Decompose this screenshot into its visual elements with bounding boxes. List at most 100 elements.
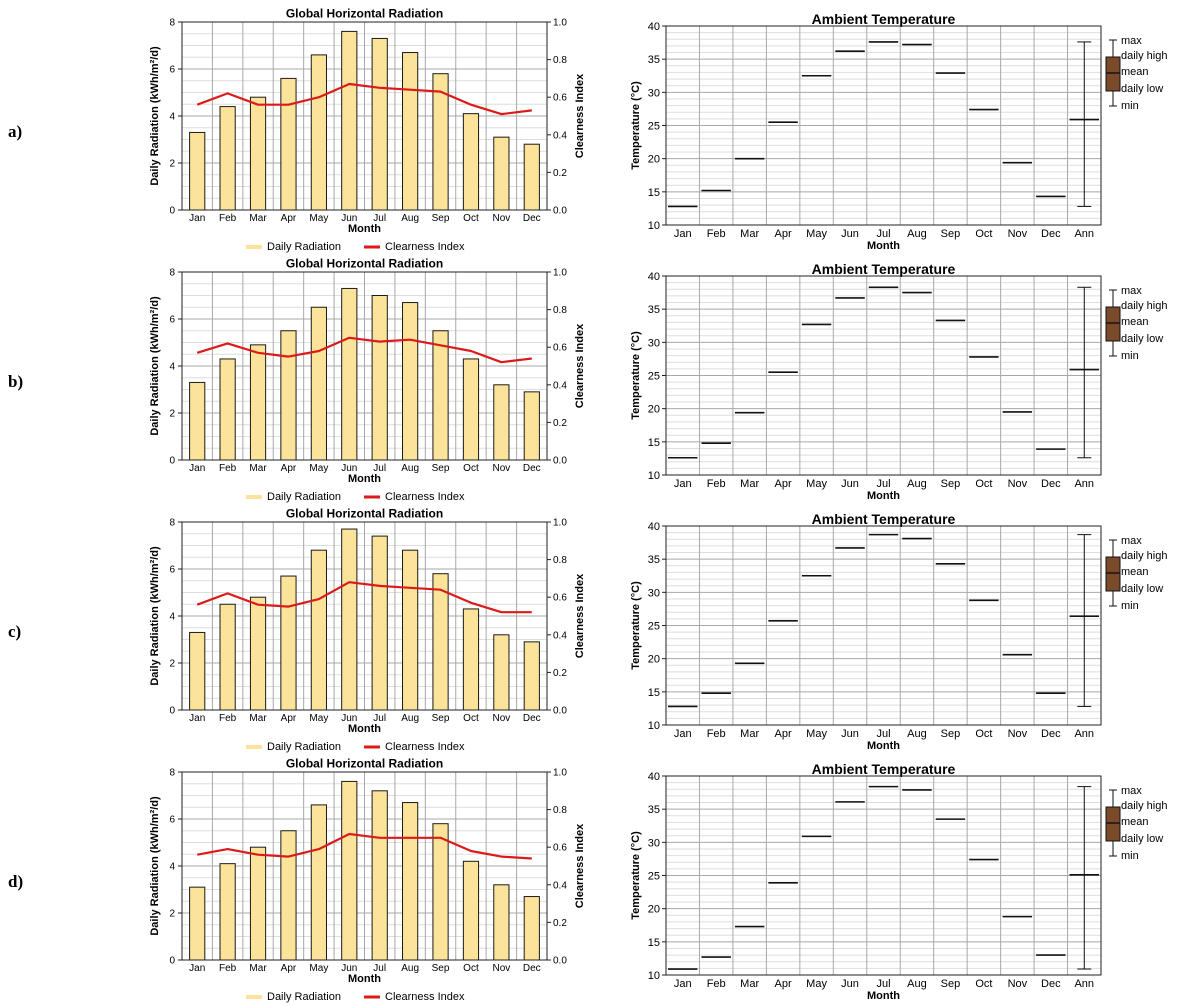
chart-title: Ambient Temperature xyxy=(812,261,956,277)
x-tick-label-dec: Dec xyxy=(1041,978,1061,990)
y-tick-label: 40 xyxy=(648,771,660,783)
box-legend-label: max xyxy=(1121,35,1142,47)
x-axis-label: Month xyxy=(348,973,381,985)
x-tick-label-aug: Aug xyxy=(401,963,419,974)
x-tick-label-apr: Apr xyxy=(281,713,297,724)
x-axis-label: Month xyxy=(348,223,381,235)
y-tick-label: 25 xyxy=(648,371,660,383)
x-tick-label-jan: Jan xyxy=(189,713,205,724)
radiation-bar-aug xyxy=(402,302,419,461)
x-tick-label-oct: Oct xyxy=(463,713,479,724)
y-tick-label: 35 xyxy=(648,304,660,316)
right-tick-label: 0.2 xyxy=(553,418,567,429)
x-tick-label-aug: Aug xyxy=(401,713,419,724)
radiation-bar-nov xyxy=(493,384,510,461)
y-tick-label: 20 xyxy=(648,404,660,416)
radiation-bar-jul xyxy=(371,37,388,211)
box-legend-label: daily high xyxy=(1121,550,1167,562)
box-legend-label: daily high xyxy=(1121,50,1167,62)
y-tick-label: 40 xyxy=(648,271,660,283)
x-tick-label-ann: Ann xyxy=(1074,978,1094,990)
right-tick-label: 0.2 xyxy=(553,668,567,679)
x-tick-label-mar: Mar xyxy=(249,963,267,974)
box-legend-label: daily high xyxy=(1121,800,1167,812)
x-tick-label-aug: Aug xyxy=(401,213,419,224)
y-axis-label: Temperature (°C) xyxy=(630,331,642,420)
right-tick-label: 0.0 xyxy=(553,456,567,467)
radiation-bar-jan xyxy=(189,381,206,461)
radiation-bar-dec xyxy=(523,391,540,461)
x-tick-label-nov: Nov xyxy=(1008,228,1028,240)
x-tick-label-jun: Jun xyxy=(341,963,357,974)
box-legend-label: mean xyxy=(1121,316,1149,328)
x-tick-label-jan: Jan xyxy=(189,463,205,474)
radiation-bar-sep xyxy=(432,573,449,711)
x-tick-label-apr: Apr xyxy=(281,213,297,224)
x-tick-label-oct: Oct xyxy=(975,228,992,240)
panel-label-a: a) xyxy=(8,122,22,141)
radiation-bar-jun xyxy=(341,287,358,461)
panel-label-c: c) xyxy=(8,622,21,641)
x-axis-label: Month xyxy=(867,490,900,502)
radiation-chart-3: Global Horizontal Radiation 0 2 4 6 8 0.0 0.2 0.… xyxy=(149,507,586,754)
legend-label-clearness: Clearness Index xyxy=(385,241,465,253)
radiation-bar-feb xyxy=(219,106,236,211)
chart-title: Ambient Temperature xyxy=(812,761,956,777)
right-tick-label: 1.0 xyxy=(553,268,567,279)
left-tick-label: 6 xyxy=(169,815,175,826)
radiation-bar-dec xyxy=(523,896,540,961)
left-tick-label: 8 xyxy=(169,268,175,279)
y-axis-label: Daily Radiation (kWh/m²/d) xyxy=(149,546,161,686)
x-tick-label-may: May xyxy=(309,963,328,974)
x-tick-label-jul: Jul xyxy=(876,978,890,990)
x-tick-label-apr: Apr xyxy=(775,228,792,240)
y-tick-label: 15 xyxy=(648,187,660,199)
radiation-bar-apr xyxy=(280,575,297,711)
x-tick-label-may: May xyxy=(806,978,827,990)
x-axis-label: Month xyxy=(867,740,900,752)
y-tick-label: 30 xyxy=(648,837,660,849)
chart-title: Global Horizontal Radiation xyxy=(286,7,443,21)
radiation-bar-jul xyxy=(371,295,388,461)
radiation-bar-jun xyxy=(341,780,358,961)
x-tick-label-jan: Jan xyxy=(674,478,692,490)
y2-axis-label: Clearness Index xyxy=(574,323,586,408)
radiation-bar-may xyxy=(310,804,327,961)
temperature-chart-3: Ambient Temperature 10 15 20 25 30 35 40 Jan Feb M… xyxy=(630,511,1167,752)
temperature-chart-4: Ambient Temperature 10 15 20 25 30 35 40 Jan Feb M… xyxy=(630,761,1167,1002)
radiation-bar-sep xyxy=(432,823,449,961)
box-legend-label: max xyxy=(1121,535,1142,547)
legend-box xyxy=(1105,56,1121,92)
x-tick-label-dec: Dec xyxy=(523,963,541,974)
y2-axis-label: Clearness Index xyxy=(574,823,586,908)
radiation-bar-nov xyxy=(493,634,510,711)
right-tick-label: 0.0 xyxy=(553,706,567,717)
x-tick-label-may: May xyxy=(806,478,827,490)
y-axis-label: Temperature (°C) xyxy=(630,81,642,170)
x-tick-label-jun: Jun xyxy=(341,713,357,724)
right-tick-label: 0.4 xyxy=(553,130,567,141)
radiation-bar-aug xyxy=(402,549,419,711)
x-tick-label-apr: Apr xyxy=(775,728,792,740)
y-axis-label: Daily Radiation (kWh/m²/d) xyxy=(149,796,161,936)
box-legend-label: min xyxy=(1121,600,1139,612)
radiation-bar-oct xyxy=(462,358,480,461)
x-tick-label-aug: Aug xyxy=(401,463,419,474)
panel-label-d: d) xyxy=(8,872,23,891)
x-tick-label-jan: Jan xyxy=(189,963,205,974)
left-tick-label: 8 xyxy=(169,518,175,529)
x-tick-label-may: May xyxy=(806,228,827,240)
radiation-bar-dec xyxy=(523,143,540,211)
y-tick-label: 30 xyxy=(648,337,660,349)
radiation-chart-4: Global Horizontal Radiation 0 2 4 6 8 0.0 0.2 0.… xyxy=(149,757,586,1004)
x-tick-label-jun: Jun xyxy=(341,213,357,224)
x-tick-label-feb: Feb xyxy=(707,728,726,740)
right-tick-label: 0.0 xyxy=(553,206,567,217)
x-tick-label-ann: Ann xyxy=(1074,228,1094,240)
radiation-bar-jan xyxy=(189,631,206,711)
x-tick-label-oct: Oct xyxy=(463,213,479,224)
radiation-bar-mar xyxy=(249,596,267,711)
radiation-bar-feb xyxy=(219,358,236,461)
x-tick-label-mar: Mar xyxy=(740,478,759,490)
left-tick-label: 0 xyxy=(169,706,175,717)
